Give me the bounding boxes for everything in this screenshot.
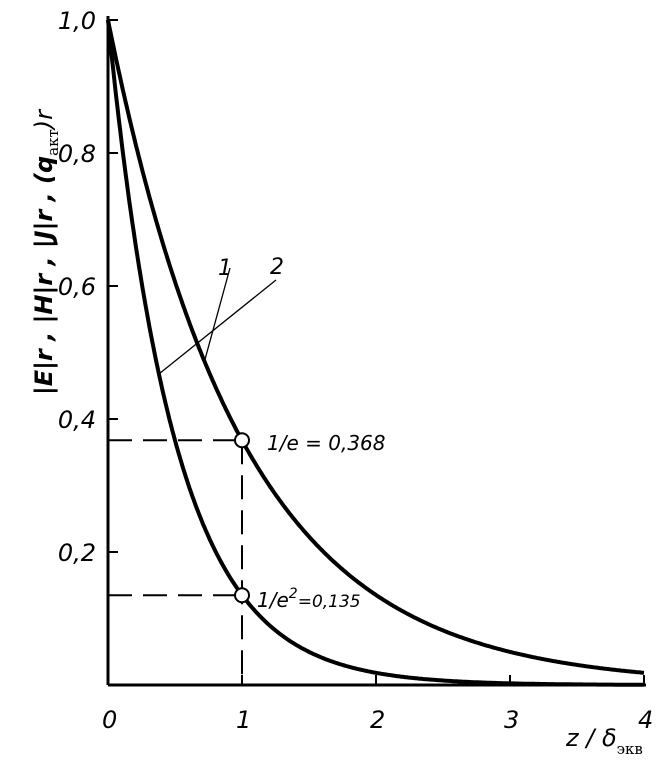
- y-axis-title-tail: )r: [30, 108, 58, 131]
- x-tick-label: 2: [370, 706, 385, 734]
- annotation-1-over-e-squared-tail: =0,135: [298, 592, 361, 612]
- y-tick-label: 0,4: [58, 406, 96, 434]
- markers: [234, 432, 250, 604]
- axes: [106, 16, 646, 687]
- curve-number-label: 1: [218, 256, 232, 281]
- y-tick-label: 0,6: [58, 273, 96, 301]
- x-tick-label: 1: [236, 706, 251, 734]
- annotation-1-over-e-squared-main: 1/e: [257, 588, 289, 612]
- callout-leader: [203, 267, 231, 362]
- x-tick-label: 3: [504, 706, 519, 734]
- curve-number-label: 2: [270, 255, 284, 280]
- x-axis-title-main: z / δ: [565, 724, 617, 752]
- y-axis-title: |E|r , |H|r , |J|r , (qакт)r: [30, 108, 62, 395]
- reference-lines: [108, 439, 243, 685]
- y-tick-label: 0,2: [58, 539, 96, 567]
- y-tick-label: 0,8: [58, 140, 96, 168]
- tick-labels: 0 1 2 3 40,20,40,60,81,0: [58, 7, 653, 734]
- annotation-1-over-e-squared-sup: 2: [289, 586, 298, 602]
- callout-leader: [158, 279, 277, 375]
- x-axis-title-sub: экв: [617, 740, 643, 758]
- annotation-1-over-e-text: 1/e = 0,368: [267, 431, 386, 455]
- point-marker: [234, 432, 250, 449]
- y-tick-label: 1,0: [58, 7, 96, 35]
- x-tick-label: 4: [638, 706, 653, 734]
- curve-1: [106, 19, 645, 675]
- x-axis-title: z / δэкв: [565, 724, 643, 758]
- annotation-1-over-e: 1/e = 0,368: [267, 431, 386, 455]
- y-axis-title-sub: акт: [44, 129, 62, 156]
- x-tick-label: 0: [102, 706, 117, 734]
- annotation-1-over-e-squared: 1/e2=0,135: [257, 586, 361, 612]
- curves: [106, 19, 645, 687]
- point-marker: [234, 587, 250, 604]
- curve-2: [106, 19, 644, 687]
- y-axis-title-main: |E|r , |H|r , |J|r , (q: [30, 156, 58, 395]
